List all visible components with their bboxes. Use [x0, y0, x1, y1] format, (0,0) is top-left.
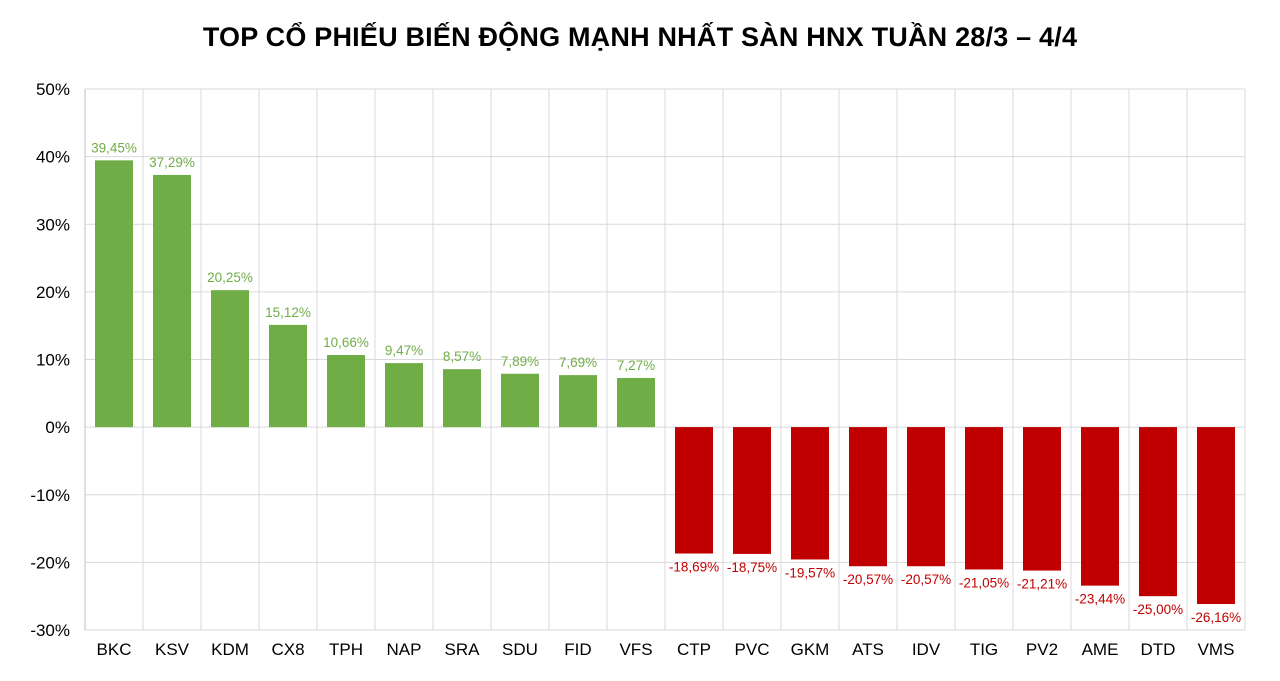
x-tick-label: BKC	[97, 640, 132, 659]
bar-dtd	[1139, 427, 1177, 597]
gridlines	[84, 88, 1246, 631]
x-tick-label: DTD	[1141, 640, 1176, 659]
y-tick-label: -30%	[30, 621, 70, 640]
data-label: -19,57%	[785, 565, 835, 580]
bar-tig	[965, 427, 1003, 570]
bar-ctp	[675, 427, 713, 554]
y-tick-label: 30%	[36, 215, 70, 234]
data-label: 39,45%	[91, 140, 137, 155]
bar-sra	[443, 369, 481, 428]
bar-cx8	[269, 324, 307, 428]
chart-title: TOP CỔ PHIẾU BIẾN ĐỘNG MẠNH NHẤT SÀN HNX…	[202, 22, 1078, 52]
bar-tph	[327, 355, 365, 428]
bar-kdm	[211, 290, 249, 428]
data-label: -20,57%	[843, 572, 893, 587]
data-label: -26,16%	[1191, 610, 1241, 625]
bar-pvc	[733, 427, 771, 554]
x-tick-label: PVC	[735, 640, 770, 659]
x-tick-label: IDV	[912, 640, 941, 659]
bar-bkc	[95, 160, 133, 428]
y-tick-label: -20%	[30, 553, 70, 572]
bar-ats	[849, 427, 887, 567]
data-label: -25,00%	[1133, 602, 1183, 617]
x-tick-label: NAP	[387, 640, 422, 659]
x-tick-label: TIG	[970, 640, 998, 659]
data-label: 20,25%	[207, 270, 253, 285]
data-labels: 39,45% 37,29% 20,25% 15,12% 10,66% 9,47% 8,57%…	[91, 140, 1241, 625]
bar-gkm	[791, 427, 829, 560]
data-label: 15,12%	[265, 305, 311, 320]
bar-sdu	[501, 373, 539, 428]
data-label: -23,44%	[1075, 592, 1125, 607]
y-tick-label: 10%	[36, 351, 70, 370]
y-tick-label: 0%	[45, 418, 70, 437]
y-tick-label: 50%	[36, 80, 70, 99]
data-label: -18,75%	[727, 560, 777, 575]
data-label: 7,89%	[501, 354, 539, 369]
data-label: -20,57%	[901, 572, 951, 587]
bar-ame	[1081, 427, 1119, 586]
x-tick-label: PV2	[1026, 640, 1058, 659]
data-label: 37,29%	[149, 155, 195, 170]
x-tick-label: SRA	[445, 640, 481, 659]
x-tick-label: CX8	[271, 640, 304, 659]
x-tick-label: CTP	[677, 640, 711, 659]
data-label: 9,47%	[385, 343, 423, 358]
bar-ksv	[153, 174, 191, 428]
bar-nap	[385, 363, 423, 428]
x-tick-label: SDU	[502, 640, 538, 659]
y-tick-label: 40%	[36, 148, 70, 167]
x-tick-label: TPH	[329, 640, 363, 659]
x-tick-label: FID	[564, 640, 591, 659]
data-label: 7,69%	[559, 355, 597, 370]
bar-idv	[907, 427, 945, 567]
x-tick-label: KSV	[155, 640, 190, 659]
x-axis-category-labels: BKC KSV KDM CX8 TPH NAP SRA SDU FID VFS CTP PVC GKM A…	[97, 640, 1235, 659]
data-label: 10,66%	[323, 335, 369, 350]
y-axis-tick-labels: 50% 40% 30% 20% 10% 0% -10% -20% -30%	[30, 80, 70, 640]
bar-vfs	[617, 377, 655, 428]
x-tick-label: VMS	[1198, 640, 1235, 659]
data-label: -21,21%	[1017, 577, 1067, 592]
bar-pv2	[1023, 427, 1061, 571]
data-label: 8,57%	[443, 349, 481, 364]
x-tick-label: KDM	[211, 640, 249, 659]
x-tick-label: GKM	[791, 640, 830, 659]
data-label: 7,27%	[617, 358, 655, 373]
data-label: -18,69%	[669, 560, 719, 575]
data-label: -21,05%	[959, 575, 1009, 590]
bars-group	[95, 160, 1235, 605]
x-tick-label: VFS	[619, 640, 652, 659]
y-tick-label: 20%	[36, 283, 70, 302]
bar-vms	[1197, 427, 1235, 605]
y-tick-label: -10%	[30, 486, 70, 505]
x-tick-label: AME	[1082, 640, 1119, 659]
x-tick-label: ATS	[852, 640, 884, 659]
bar-fid	[559, 375, 597, 428]
